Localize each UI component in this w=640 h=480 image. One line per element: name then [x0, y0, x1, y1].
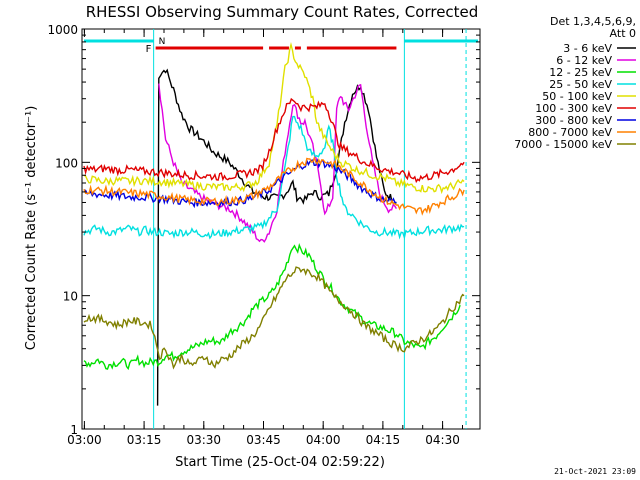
legend-entry-label: 12 - 25 keV	[549, 66, 612, 79]
flare-flag-label: F	[146, 44, 152, 55]
night-flag-label: N	[159, 37, 166, 47]
legend-entry-label: 7000 - 15000 keV	[514, 138, 612, 151]
series-line	[158, 83, 397, 243]
y-tick-label: 1	[70, 423, 78, 437]
legend-header-line-2: Att 0	[610, 27, 636, 40]
x-axis: 03:00 03:15 03:30 03:45 04:00 04:15 04:30	[67, 29, 463, 447]
legend-entry-label: 3 - 6 keV	[563, 42, 612, 55]
series-line	[156, 68, 397, 406]
x-tick-label: 03:00	[67, 433, 102, 447]
series-group	[83, 41, 465, 406]
series-line	[83, 155, 465, 216]
y-tick-label: 1000	[47, 23, 78, 37]
plot-frame	[81, 28, 481, 430]
legend-entry-label: 300 - 800 keV	[535, 114, 612, 127]
series-line	[83, 115, 465, 241]
y-tick-label: 100	[55, 156, 78, 170]
y-tick-label: 10	[63, 290, 78, 304]
x-tick-label: 04:30	[425, 433, 460, 447]
x-axis-label: Start Time (25-Oct-04 02:59:22)	[175, 455, 385, 470]
x-tick-label: 04:00	[306, 433, 341, 447]
chart-title: RHESSI Observing Summary Count Rates, Co…	[86, 3, 479, 21]
flag-bars	[83, 39, 479, 50]
y-axis-label: Corrected Count Rate (s⁻¹ detector⁻¹)	[24, 106, 39, 351]
generation-timestamp: 21-Oct-2021 23:09	[554, 467, 636, 476]
legend-entry-label: 50 - 100 keV	[542, 90, 612, 103]
plot-area: F N	[81, 28, 481, 430]
x-tick-label: 04:15	[366, 433, 401, 447]
legend-entry-label: 800 - 7000 keV	[528, 126, 612, 139]
legend-header-line-1: Det 1,3,4,5,6,9,	[550, 15, 636, 28]
series-line	[83, 242, 461, 371]
series-line	[83, 266, 465, 370]
x-tick-label: 03:30	[186, 433, 221, 447]
y-axis: 1 10 100 1000	[47, 23, 480, 437]
legend-entry-label: 100 - 300 keV	[535, 102, 612, 115]
x-tick-label: 03:15	[127, 433, 162, 447]
x-tick-label: 03:45	[246, 433, 281, 447]
series-line	[83, 97, 465, 184]
legend-entry-label: 25 - 50 keV	[549, 78, 612, 91]
series-line	[83, 41, 465, 195]
legend-entry-label: 6 - 12 keV	[556, 54, 612, 67]
